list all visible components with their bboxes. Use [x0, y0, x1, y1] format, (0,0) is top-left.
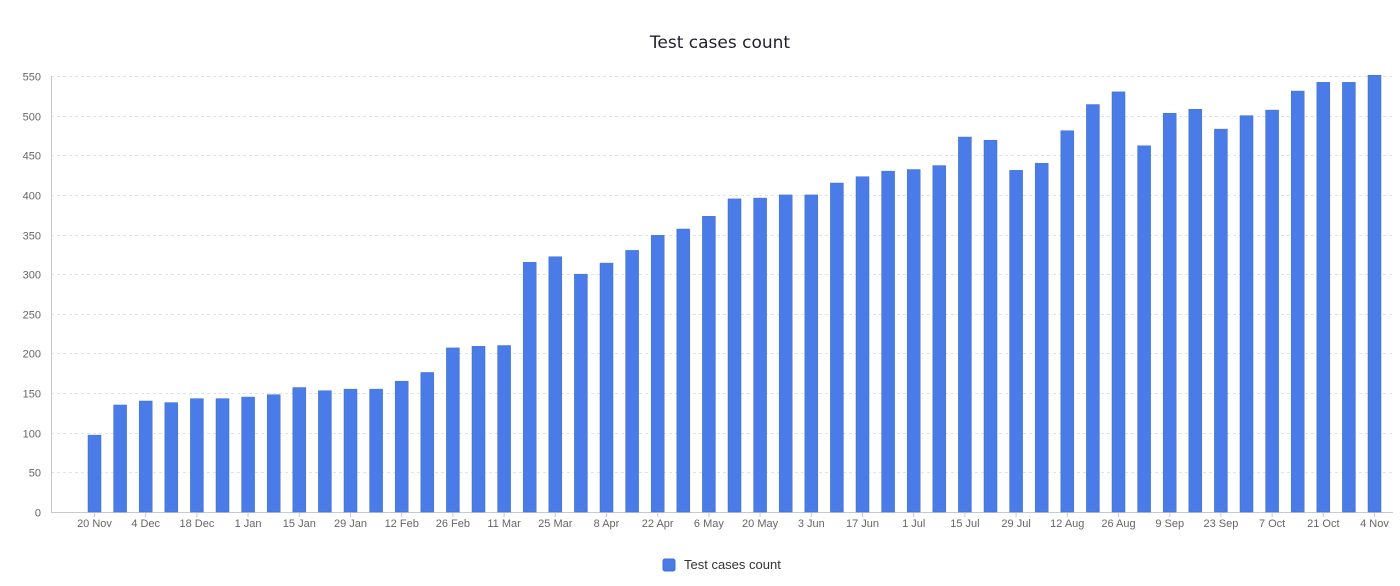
y-tick-label: 200: [23, 349, 41, 361]
x-tick-label: 22 Apr: [642, 518, 674, 530]
x-tick-label: 12 Feb: [385, 518, 419, 530]
bar[interactable]: [778, 194, 793, 513]
x-tick-label: 20 May: [742, 518, 779, 530]
bar[interactable]: [190, 398, 204, 513]
x-tick-label: 23 Sep: [1203, 518, 1238, 530]
bar[interactable]: [1367, 74, 1382, 513]
bar[interactable]: [343, 388, 358, 513]
chart-title: Test cases count: [649, 33, 791, 53]
bar[interactable]: [906, 169, 921, 513]
bar[interactable]: [881, 170, 895, 513]
bar[interactable]: [215, 398, 230, 513]
x-tick-label: 18 Dec: [179, 518, 214, 530]
bar[interactable]: [318, 390, 332, 513]
bar[interactable]: [574, 273, 588, 513]
x-tick-label: 3 Jun: [798, 518, 825, 530]
x-tick-label: 1 Jul: [902, 518, 925, 530]
bar[interactable]: [753, 197, 767, 513]
bar[interactable]: [1137, 145, 1151, 513]
bar[interactable]: [625, 250, 639, 513]
bar[interactable]: [650, 235, 665, 513]
bar[interactable]: [497, 345, 511, 513]
y-tick-label: 250: [23, 310, 41, 322]
bar[interactable]: [1316, 82, 1331, 513]
x-tick-label: 21 Oct: [1307, 518, 1339, 530]
y-tick-label: 0: [35, 508, 41, 520]
bar[interactable]: [855, 176, 870, 513]
bar[interactable]: [1162, 113, 1177, 513]
x-tick-label: 11 Mar: [487, 518, 521, 530]
bar[interactable]: [87, 434, 102, 513]
legend[interactable]: Test cases count: [662, 557, 781, 572]
legend-swatch[interactable]: [662, 558, 676, 572]
x-tick-label: 17 Jun: [846, 518, 879, 530]
x-tick-label: 4 Nov: [1360, 518, 1389, 530]
bar[interactable]: [420, 372, 435, 513]
bar[interactable]: [369, 388, 383, 513]
y-tick-label: 400: [23, 191, 41, 203]
bar[interactable]: [1239, 115, 1254, 513]
y-tick-label: 50: [29, 468, 41, 480]
x-tick-label: 9 Sep: [1155, 518, 1184, 530]
x-tick-label: 7 Oct: [1259, 518, 1285, 530]
bar[interactable]: [113, 404, 127, 513]
x-tick-label: 12 Aug: [1050, 518, 1084, 530]
x-tick-label: 26 Aug: [1101, 518, 1135, 530]
bar[interactable]: [1060, 130, 1075, 513]
x-tick-label: 4 Dec: [131, 518, 160, 530]
y-tick-label: 150: [23, 389, 41, 401]
bar[interactable]: [958, 136, 972, 513]
bar[interactable]: [1111, 91, 1126, 513]
axes: [51, 76, 1393, 517]
bar[interactable]: [394, 380, 409, 513]
bar[interactable]: [1342, 82, 1356, 513]
bar[interactable]: [1034, 162, 1049, 513]
y-tick-label: 350: [23, 231, 41, 243]
x-tick-label: 15 Jan: [283, 518, 316, 530]
bar[interactable]: [522, 262, 537, 513]
bar[interactable]: [241, 396, 255, 513]
bar[interactable]: [138, 400, 153, 513]
y-tick-label: 450: [23, 151, 41, 163]
bar[interactable]: [1188, 109, 1203, 513]
bar[interactable]: [548, 256, 563, 513]
bar[interactable]: [932, 165, 947, 513]
bar[interactable]: [1214, 128, 1228, 513]
x-axis-tick-labels: 20 Nov 4 Dec 18 Dec 1 Jan 15 Jan 29 Jan 12 Feb…: [77, 518, 1389, 530]
x-tick-label: 20 Nov: [77, 518, 112, 530]
y-tick-label: 100: [23, 429, 41, 441]
x-tick-label: 25 Mar: [538, 518, 573, 530]
bar[interactable]: [983, 139, 998, 513]
bar[interactable]: [1290, 90, 1305, 513]
y-tick-label: 300: [23, 270, 41, 282]
x-tick-label: 15 Jul: [950, 518, 979, 530]
bar[interactable]: [1086, 104, 1100, 513]
bar[interactable]: [266, 394, 281, 513]
bar[interactable]: [804, 194, 819, 513]
x-tick-label: 6 May: [694, 518, 724, 530]
bar[interactable]: [1265, 109, 1279, 513]
bar[interactable]: [599, 262, 614, 513]
y-tick-label: 550: [23, 72, 41, 84]
bar[interactable]: [676, 228, 691, 513]
x-tick-label: 8 Apr: [594, 518, 620, 530]
x-tick-label: 29 Jul: [1001, 518, 1030, 530]
bar[interactable]: [471, 346, 486, 513]
bar[interactable]: [830, 182, 844, 513]
bar[interactable]: [446, 347, 460, 513]
bar[interactable]: [727, 198, 742, 513]
bar[interactable]: [1009, 170, 1023, 513]
bar[interactable]: [292, 387, 307, 513]
bar[interactable]: [164, 402, 179, 513]
x-tick-label: 26 Feb: [436, 518, 470, 530]
y-tick-label: 500: [23, 112, 41, 124]
x-tick-label: 29 Jan: [334, 518, 367, 530]
bars: [87, 74, 1382, 513]
bar[interactable]: [702, 216, 716, 513]
x-tick-label: 1 Jan: [235, 518, 262, 530]
legend-label[interactable]: Test cases count: [684, 557, 781, 572]
y-axis-tick-labels: 0 50 100 150 200 250 300 350 400 450 500 550: [23, 72, 41, 520]
